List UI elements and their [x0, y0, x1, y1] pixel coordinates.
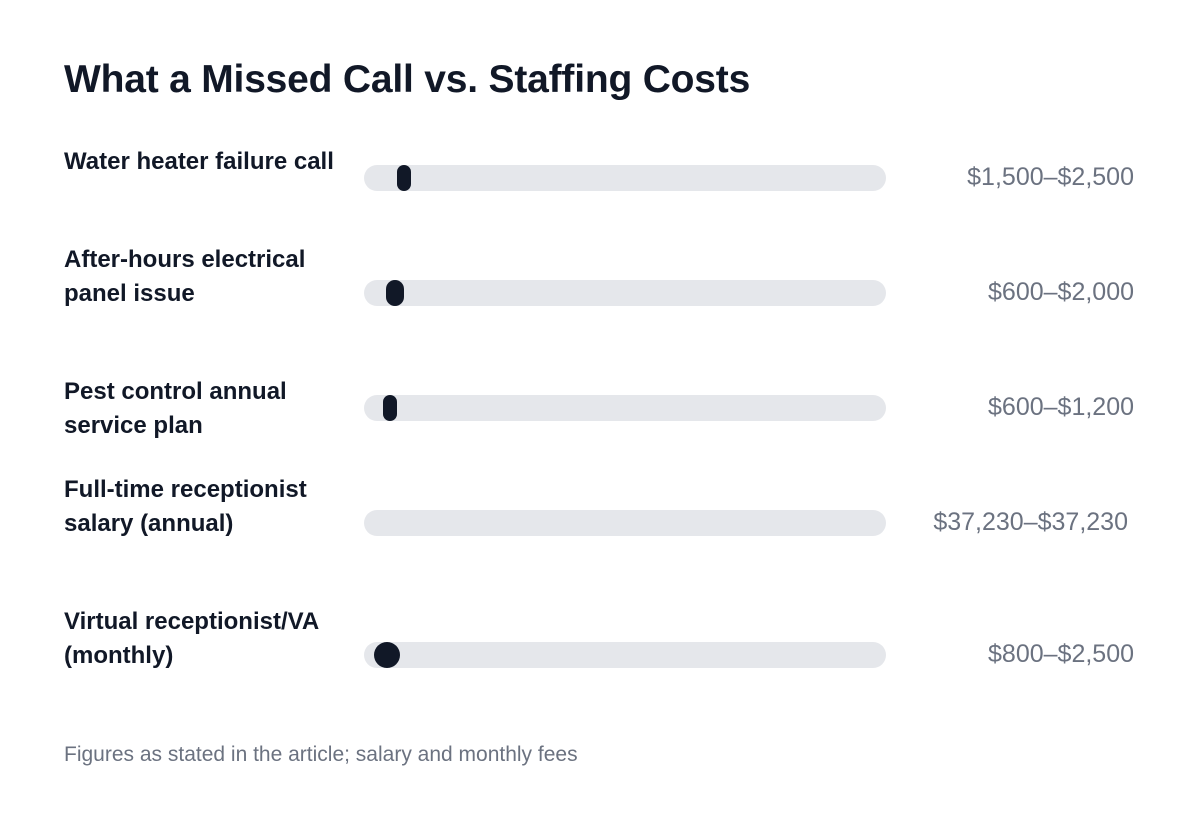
- range-track: [364, 510, 886, 536]
- row-label: Pest control annual service plan: [64, 378, 287, 439]
- chart-title: What a Missed Call vs. Staffing Costs: [64, 58, 751, 101]
- footnote: Figures as stated in the article; salary…: [64, 743, 578, 766]
- row-label: After-hours electrical panel issue: [64, 246, 306, 307]
- chart-row: Virtual receptionist/VA (monthly) $800–$…: [0, 605, 1200, 707]
- range-bar: [383, 395, 398, 421]
- row-label: Water heater failure call: [64, 148, 334, 175]
- range-track: [364, 642, 886, 668]
- chart-row: After-hours electrical panel issue $600–…: [0, 243, 1200, 345]
- range-value: $600–$1,200: [988, 393, 1134, 421]
- range-value: $37,230–$37,230: [933, 508, 1128, 536]
- range-track: [364, 395, 886, 421]
- row-label: Full-time receptionist salary (annual): [64, 476, 307, 537]
- chart-row: Water heater failure call $1,500–$2,500: [0, 145, 1200, 215]
- range-track: [364, 165, 886, 191]
- row-label: Virtual receptionist/VA (monthly): [64, 608, 319, 669]
- range-bar: [386, 280, 404, 306]
- range-bar: [374, 642, 400, 668]
- chart-row: Pest control annual service plan $600–$1…: [0, 375, 1200, 445]
- range-bar: [396, 165, 411, 191]
- range-track: [364, 280, 886, 306]
- chart-row: Full-time receptionist salary (annual) $…: [0, 473, 1200, 575]
- range-value: $1,500–$2,500: [967, 163, 1134, 191]
- range-value: $600–$2,000: [988, 278, 1134, 306]
- range-value: $800–$2,500: [988, 640, 1134, 668]
